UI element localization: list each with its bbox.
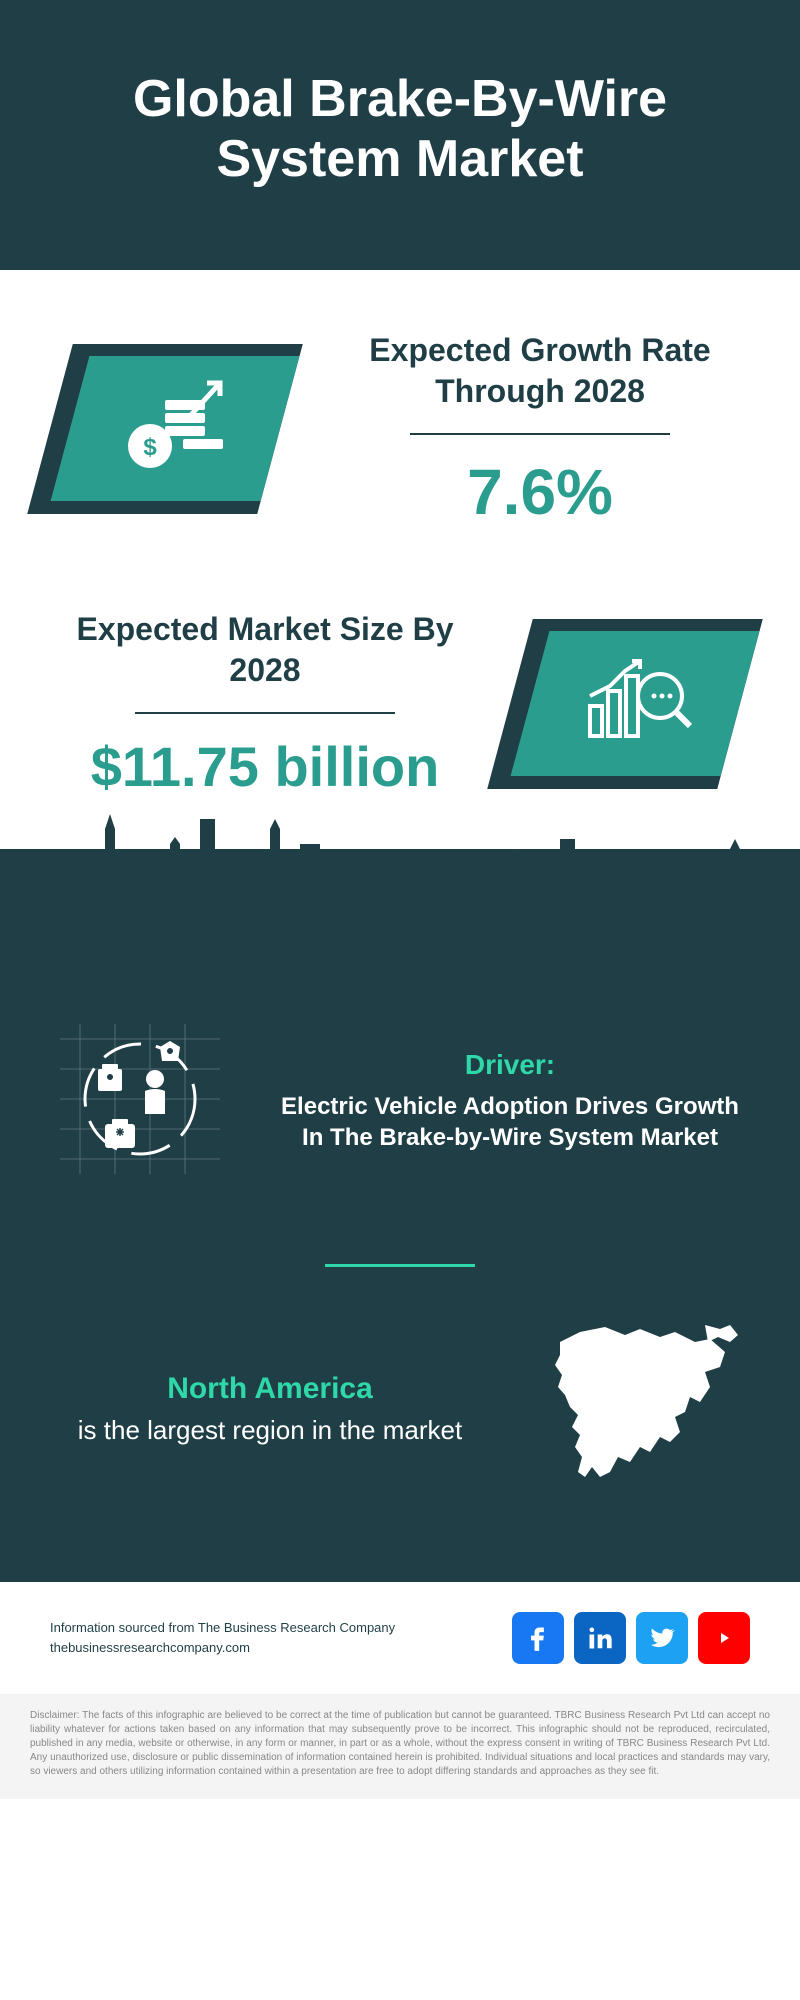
money-growth-icon: $ xyxy=(115,371,235,486)
youtube-icon[interactable] xyxy=(698,1612,750,1664)
divider xyxy=(135,712,395,714)
chart-analytics-icon xyxy=(570,646,700,761)
region-text-block: North America is the largest region in t… xyxy=(50,1372,490,1448)
size-label: Expected Market Size By 2028 xyxy=(50,609,480,692)
svg-text:$: $ xyxy=(143,434,157,461)
city-skyline-graphic xyxy=(0,849,800,989)
growth-text-block: Expected Growth Rate Through 2028 7.6% xyxy=(330,330,750,529)
region-description: is the largest region in the market xyxy=(50,1414,490,1448)
infographic-container: Global Brake-By-Wire System Market xyxy=(0,0,800,1799)
growth-label: Expected Growth Rate Through 2028 xyxy=(330,330,750,413)
driver-title: Driver: xyxy=(270,1049,750,1081)
divider xyxy=(410,433,670,435)
disclaimer-text: Disclaimer: The facts of this infographi… xyxy=(0,1694,800,1799)
size-text-block: Expected Market Size By 2028 $11.75 bill… xyxy=(50,609,480,799)
growth-icon-card: $ xyxy=(50,344,290,514)
growth-value: 7.6% xyxy=(330,455,750,529)
north-america-map-icon xyxy=(530,1317,750,1502)
driver-description: Electric Vehicle Adoption Drives Growth … xyxy=(270,1091,750,1153)
main-title: Global Brake-By-Wire System Market xyxy=(50,70,750,190)
driver-section: Driver: Electric Vehicle Adoption Drives… xyxy=(0,989,800,1234)
linkedin-icon[interactable] xyxy=(574,1612,626,1664)
driver-text-block: Driver: Electric Vehicle Adoption Drives… xyxy=(270,1049,750,1153)
growth-rate-section: $ Expected Growth Rate Through 2028 7.6% xyxy=(0,270,800,569)
network-people-icon xyxy=(50,1019,230,1184)
source-line1: Information sourced from The Business Re… xyxy=(50,1618,395,1638)
region-section: North America is the largest region in t… xyxy=(0,1234,800,1582)
header-section: Global Brake-By-Wire System Market xyxy=(0,0,800,270)
region-name: North America xyxy=(50,1372,490,1406)
twitter-icon[interactable] xyxy=(636,1612,688,1664)
source-text: Information sourced from The Business Re… xyxy=(50,1618,395,1657)
social-icons-row xyxy=(512,1612,750,1664)
facebook-icon[interactable] xyxy=(512,1612,564,1664)
divider xyxy=(325,1264,475,1267)
source-section: Information sourced from The Business Re… xyxy=(0,1582,800,1694)
source-line2: thebusinessresearchcompany.com xyxy=(50,1638,395,1658)
analytics-icon-card xyxy=(510,619,750,789)
